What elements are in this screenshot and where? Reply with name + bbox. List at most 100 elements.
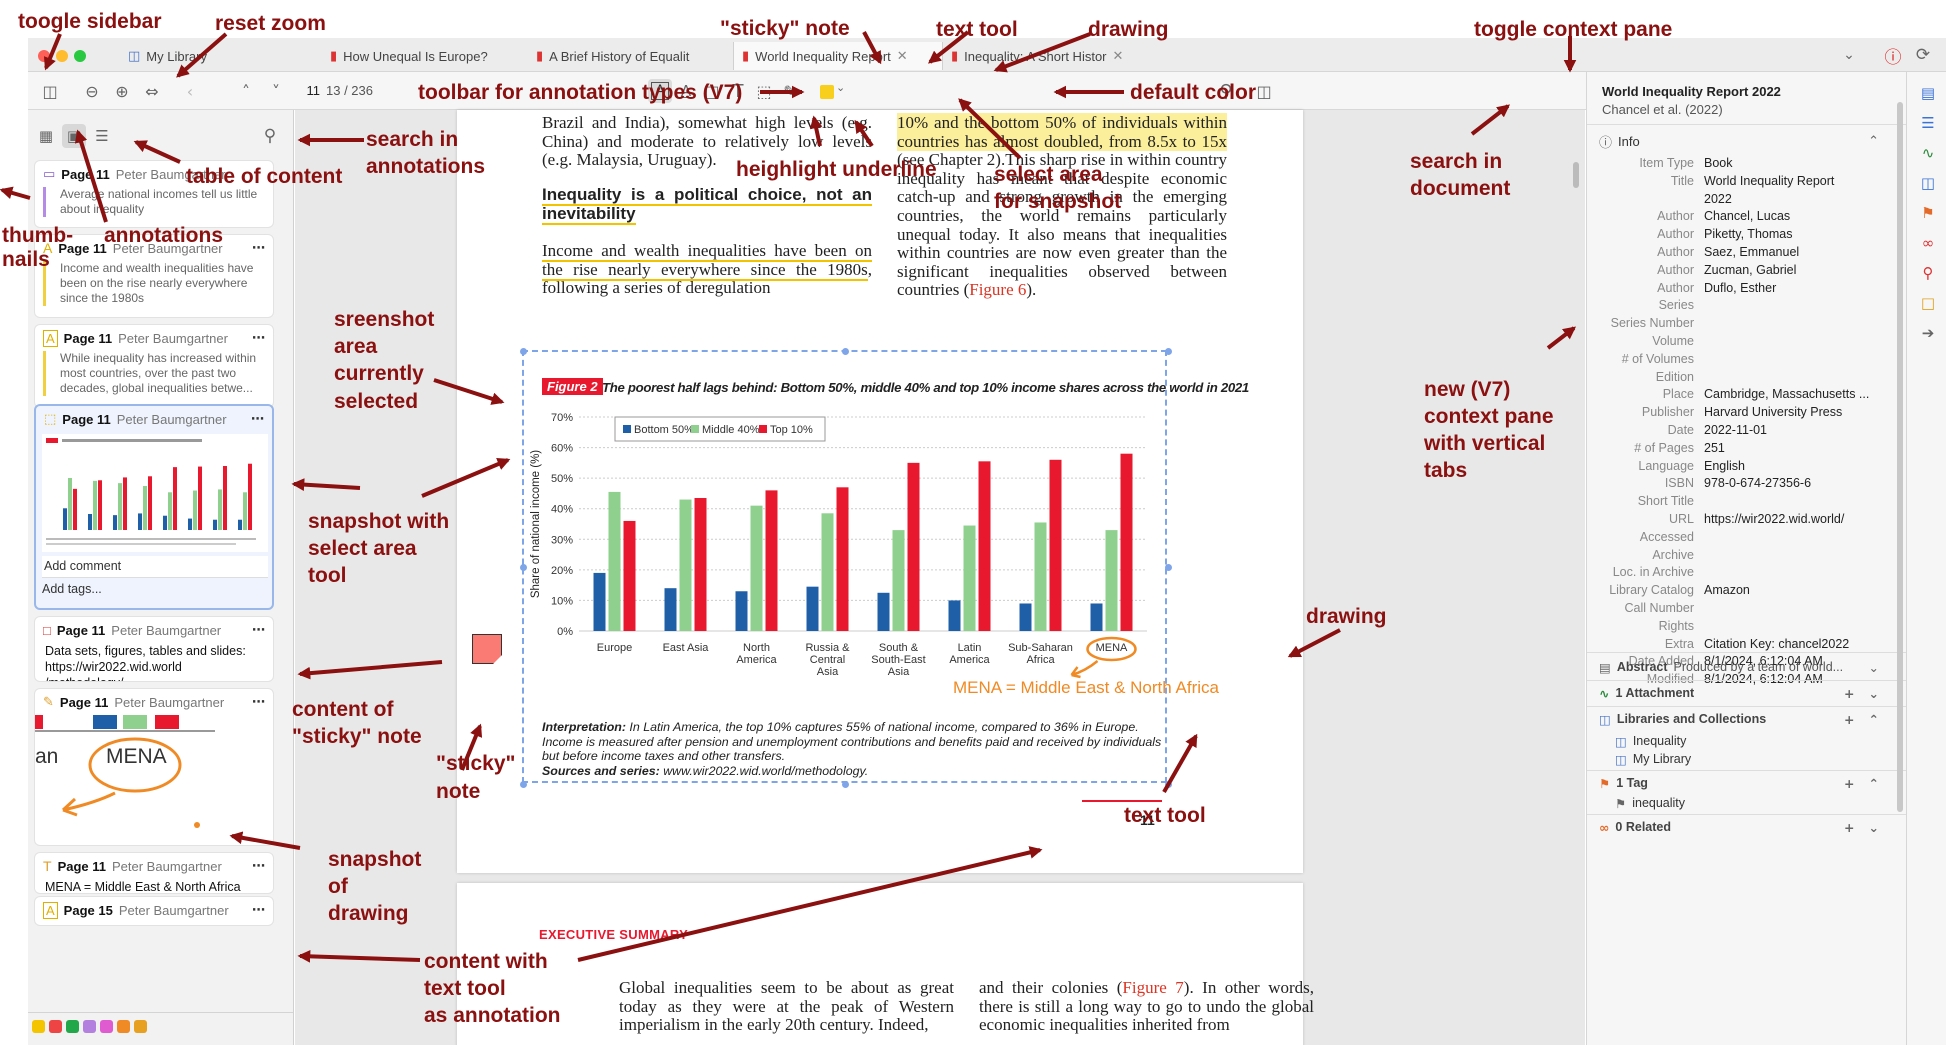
info-tab-icon[interactable]: ▤ bbox=[1920, 84, 1936, 102]
field-value[interactable]: English bbox=[1704, 458, 1745, 473]
context-scrollbar[interactable] bbox=[1897, 102, 1903, 812]
info-field-row[interactable]: Title World Inequality Report bbox=[1587, 174, 1887, 196]
sync-icon[interactable]: ⟳ bbox=[1915, 45, 1931, 65]
info-field-row[interactable]: Modified8/1/2024, 6:12:04 AM bbox=[1587, 672, 1887, 694]
collapse-icon[interactable]: ⌃ bbox=[1868, 133, 1879, 149]
note-tool-icon[interactable]: □ bbox=[704, 81, 720, 101]
add-icon[interactable]: + bbox=[1844, 819, 1855, 835]
info-field-row[interactable]: Date Added 8/1/2024, 6:12:04 AM bbox=[1587, 654, 1887, 676]
info-field-row[interactable]: URL https://wir2022.wid.world/ bbox=[1587, 512, 1887, 534]
info-field-row[interactable]: Author Saez, Emmanuel bbox=[1587, 245, 1887, 267]
more-icon[interactable]: ⋯ bbox=[252, 902, 265, 917]
collapse-icon[interactable]: ⌃ bbox=[1868, 711, 1879, 727]
resize-handle[interactable] bbox=[519, 564, 527, 571]
abstract-tab-icon[interactable]: ☰ bbox=[1921, 114, 1935, 132]
close-window-button[interactable] bbox=[38, 50, 50, 62]
color-filter-swatch[interactable] bbox=[134, 1020, 147, 1033]
table-of-contents-icon[interactable]: ☰ bbox=[95, 127, 109, 145]
attachments-tab-icon[interactable]: ∿ bbox=[1921, 144, 1935, 162]
info-field-row[interactable]: Rights bbox=[1587, 619, 1887, 641]
info-field-row[interactable]: Item Type Book bbox=[1587, 156, 1887, 178]
outline-tab-icon[interactable]: ➔ bbox=[1921, 324, 1935, 342]
related-section[interactable]: ∞ 0 Related + ⌄ bbox=[1599, 816, 1899, 838]
color-filter-swatch[interactable] bbox=[83, 1020, 96, 1033]
annotation-card-sticky-note[interactable]: □ Page 11 Peter Baumgartner ⋯ Data sets, fi… bbox=[34, 616, 274, 682]
more-icon[interactable]: ⋯ bbox=[252, 330, 265, 345]
text-tool-annotation[interactable]: MENA = Middle East & North Africa bbox=[953, 678, 1219, 697]
color-filter-swatch[interactable] bbox=[66, 1020, 79, 1033]
annotation-card-text[interactable]: T Page 11 Peter Baumgartner ⋯ MENA = Middle… bbox=[34, 852, 274, 894]
tab-world-inequality[interactable]: ▮ World Inequality Report ✕ bbox=[733, 42, 943, 70]
minimize-window-button[interactable] bbox=[56, 50, 68, 62]
more-icon[interactable]: ⋯ bbox=[251, 411, 264, 426]
resize-handle[interactable] bbox=[519, 347, 527, 355]
field-value[interactable]: https://wir2022.wid.world/ bbox=[1704, 512, 1845, 526]
field-value[interactable]: Citation Key: chancel2022 bbox=[1704, 636, 1850, 651]
info-field-row[interactable]: Place Cambridge, Massachusetts ... bbox=[1587, 387, 1887, 409]
info-field-row[interactable]: # of Volumes bbox=[1587, 352, 1887, 374]
highlight-annotation[interactable]: 10% and the bottom 50% of individuals wi… bbox=[897, 113, 1227, 151]
toggle-sidebar-icon[interactable]: ◫ bbox=[42, 81, 58, 101]
select-area-tool-icon[interactable]: ⬚ bbox=[756, 81, 772, 101]
field-value[interactable]: Zucman, Gabriel bbox=[1704, 262, 1797, 277]
close-tab-icon[interactable]: ✕ bbox=[1112, 48, 1124, 63]
tab-short-history[interactable]: ▮ Inequality: A Short Histor ✕ bbox=[943, 42, 1163, 70]
field-value[interactable]: Duflo, Esther bbox=[1704, 280, 1777, 295]
notes-tab-icon[interactable]: □ bbox=[1920, 294, 1936, 312]
figure-link[interactable]: Figure 6 bbox=[969, 280, 1027, 300]
resize-handle[interactable] bbox=[1164, 564, 1172, 571]
expand-icon[interactable]: ⌄ bbox=[1868, 659, 1879, 675]
info-field-row[interactable]: Series Number bbox=[1587, 316, 1887, 338]
text-tool-icon[interactable]: T bbox=[732, 80, 744, 102]
field-value[interactable]: 8/1/2024, 6:12:04 AM bbox=[1704, 672, 1887, 694]
reset-zoom-icon[interactable]: ⇔ bbox=[145, 81, 159, 101]
draw-tool-icon[interactable]: ✎ bbox=[783, 81, 797, 101]
info-field-row[interactable]: Series bbox=[1587, 298, 1887, 320]
collection-my-library[interactable]: ◫ My Library bbox=[1615, 748, 1915, 770]
search-annotations-icon[interactable]: ⚲ bbox=[263, 126, 277, 146]
resize-handle[interactable] bbox=[842, 780, 849, 788]
info-field-row[interactable]: Author Duflo, Esther bbox=[1587, 281, 1887, 303]
info-field-row[interactable]: Volume bbox=[1587, 334, 1887, 356]
info-field-row[interactable]: Author Zucman, Gabriel bbox=[1587, 263, 1887, 285]
back-icon[interactable]: ‹ bbox=[186, 81, 194, 101]
annotation-card-highlight-2[interactable]: A Page 11 Peter Baumgartner ⋯ While inequal… bbox=[34, 324, 274, 408]
page-number-input[interactable]: 11 bbox=[306, 83, 321, 98]
thumbnails-view-icon[interactable]: ▦ bbox=[38, 127, 54, 145]
underline-tool-icon[interactable]: A bbox=[680, 82, 692, 100]
add-icon[interactable]: + bbox=[1844, 685, 1855, 701]
search-document-icon[interactable]: ⚲ bbox=[1219, 80, 1233, 102]
resize-handle[interactable] bbox=[1164, 780, 1172, 788]
sticky-note-marker[interactable] bbox=[472, 634, 502, 664]
field-value[interactable]: 251 bbox=[1704, 440, 1725, 455]
add-icon[interactable]: + bbox=[1844, 775, 1855, 791]
libraries-tab-icon[interactable]: ◫ bbox=[1920, 174, 1936, 192]
document-scrollbar[interactable] bbox=[1573, 162, 1579, 188]
field-value[interactable]: Saez, Emmanuel bbox=[1704, 245, 1800, 259]
field-value[interactable]: Piketty, Thomas bbox=[1704, 227, 1793, 242]
color-chevron-down-icon[interactable]: ⌄ bbox=[836, 81, 846, 94]
info-field-row[interactable]: Short Title bbox=[1587, 494, 1887, 516]
info-field-row[interactable]: Loc. in Archive bbox=[1587, 565, 1887, 587]
color-filter-swatch[interactable] bbox=[32, 1020, 45, 1033]
info-field-row[interactable]: Library Catalog Amazon bbox=[1587, 583, 1887, 605]
default-color-swatch[interactable] bbox=[820, 85, 834, 99]
more-icon[interactable]: ⋯ bbox=[252, 858, 265, 873]
zoom-in-icon[interactable]: ⊕ bbox=[115, 81, 129, 101]
resize-handle[interactable] bbox=[519, 780, 527, 788]
libraries-section[interactable]: ◫ Libraries and Collections + ⌃ bbox=[1599, 708, 1899, 730]
collapse-icon[interactable]: ⌃ bbox=[1868, 775, 1879, 791]
color-filter-swatch[interactable] bbox=[49, 1020, 62, 1033]
info-field-row[interactable]: Accessed bbox=[1587, 530, 1887, 552]
field-value[interactable]: 978-0-674-27356-6 bbox=[1704, 476, 1812, 491]
underline-annotation[interactable]: Income and wealth inequalities have been… bbox=[542, 241, 872, 281]
field-value[interactable]: Chancel, Lucas bbox=[1704, 209, 1791, 224]
error-icon[interactable]: ⓘ bbox=[1884, 47, 1902, 68]
info-field-row[interactable]: Edition bbox=[1587, 370, 1887, 392]
annotation-card-highlight-1[interactable]: ▭ Page 11 Peter Baumgartner Average nation… bbox=[34, 160, 274, 228]
info-section-header[interactable]: ⓘ Info ⌃ bbox=[1599, 130, 1899, 152]
collection-inequality[interactable]: ◫ Inequality bbox=[1615, 730, 1915, 752]
zoom-out-icon[interactable]: ⊖ bbox=[85, 81, 99, 101]
more-icon[interactable]: ⋯ bbox=[252, 694, 265, 709]
tags-section[interactable]: ⚑ 1 Tag + ⌃ bbox=[1599, 772, 1899, 794]
